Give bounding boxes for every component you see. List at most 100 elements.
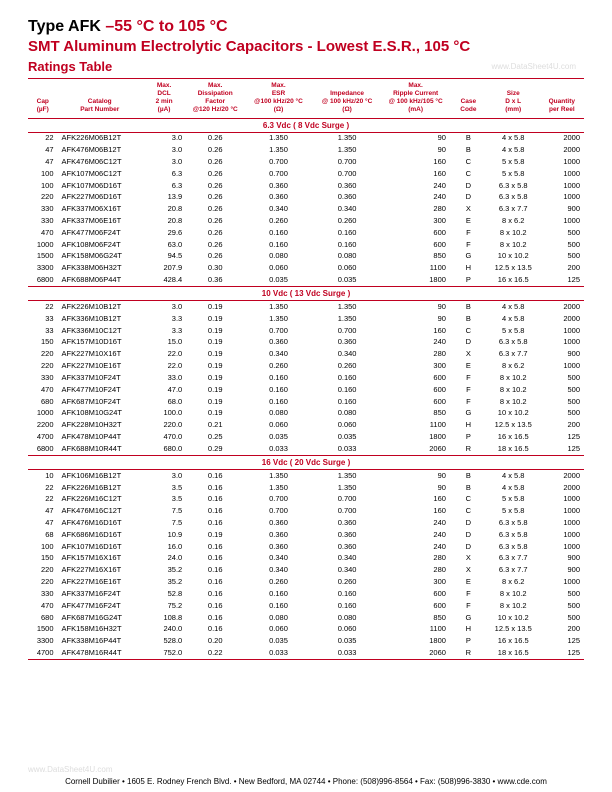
table-body: 6.3 Vdc ( 8 Vdc Surge )22AFK226M06B12T3.…: [28, 118, 584, 660]
cell: 13.9: [142, 192, 186, 204]
cell: 1000: [540, 168, 584, 180]
cell: 0.700: [244, 506, 313, 518]
table-row: 100AFK107M06D16T6.30.260.3600.360240D6.3…: [28, 180, 584, 192]
cell: 1000: [540, 192, 584, 204]
cell: P: [450, 274, 487, 286]
cell: 47: [28, 506, 58, 518]
table-row: 22AFK226M10B12T3.00.191.3501.35090B4 x 5…: [28, 301, 584, 313]
cell: 0.700: [244, 494, 313, 506]
header-row: Cap(µF) CatalogPart Number Max.DCL2 min(…: [28, 79, 584, 119]
cell: 3.0: [142, 145, 186, 157]
cell: 2060: [381, 443, 450, 455]
cell: 0.19: [186, 372, 244, 384]
cell: 0.260: [313, 215, 382, 227]
table-row: 100AFK107M06C12T6.30.260.7000.700160C5 x…: [28, 168, 584, 180]
cell: 8 x 6.2: [487, 577, 540, 589]
cell: 900: [540, 553, 584, 565]
cell: AFK226M06B12T: [58, 132, 142, 144]
cell: 0.16: [186, 541, 244, 553]
cell: 600: [381, 384, 450, 396]
cell: 6.3: [142, 180, 186, 192]
cell: 0.29: [186, 443, 244, 455]
cell: 8 x 10.2: [487, 600, 540, 612]
cell: 470: [28, 227, 58, 239]
cell: 0.700: [313, 494, 382, 506]
cell: 6.3 x 5.8: [487, 192, 540, 204]
hdr-df: Max.DissipationFactor@120 Hz/20 °C: [186, 79, 244, 119]
cell: 0.26: [186, 239, 244, 251]
cell: 200: [540, 624, 584, 636]
cell: 150: [28, 553, 58, 565]
cell: 100: [28, 541, 58, 553]
cell: 0.360: [313, 180, 382, 192]
cell: 47: [28, 156, 58, 168]
cell: 2000: [540, 470, 584, 482]
cell: 3.0: [142, 132, 186, 144]
cell: AFK227M10X16T: [58, 349, 142, 361]
cell: 280: [381, 565, 450, 577]
cell: 1000: [540, 156, 584, 168]
cell: 6.3 x 7.7: [487, 204, 540, 216]
cell: E: [450, 577, 487, 589]
cell: 0.080: [244, 251, 313, 263]
cell: AFK476M16C12T: [58, 506, 142, 518]
cell: 0.160: [244, 588, 313, 600]
table-row: 680AFK687M16G24T108.80.160.0800.080850G1…: [28, 612, 584, 624]
cell: AFK158M16H32T: [58, 624, 142, 636]
section-header: 16 Vdc ( 20 Vdc Surge ): [28, 456, 584, 470]
cell: AFK476M06C12T: [58, 156, 142, 168]
table-row: 150AFK157M16X16T24.00.160.3400.340280X6.…: [28, 553, 584, 565]
cell: 8 x 10.2: [487, 239, 540, 251]
cell: 0.30: [186, 263, 244, 275]
cell: 0.700: [313, 168, 382, 180]
cell: 0.035: [244, 274, 313, 286]
cell: 4 x 5.8: [487, 482, 540, 494]
cell: 1000: [540, 541, 584, 553]
hdr-dcl: Max.DCL2 min(µA): [142, 79, 186, 119]
cell: 6.3 x 5.8: [487, 180, 540, 192]
cell: 5 x 5.8: [487, 168, 540, 180]
table-row: 680AFK687M10F24T68.00.190.1600.160600F8 …: [28, 396, 584, 408]
cell: G: [450, 408, 487, 420]
cell: 0.080: [244, 612, 313, 624]
cell: 1000: [540, 215, 584, 227]
cell: 7.5: [142, 517, 186, 529]
cell: AFK226M10B12T: [58, 301, 142, 313]
cell: AFK226M16C12T: [58, 494, 142, 506]
cell: 240: [381, 529, 450, 541]
cell: 600: [381, 227, 450, 239]
cell: 0.035: [244, 431, 313, 443]
cell: 160: [381, 168, 450, 180]
cell: 500: [540, 408, 584, 420]
table-row: 22AFK226M16B12T3.50.161.3501.35090B4 x 5…: [28, 482, 584, 494]
cell: 300: [381, 577, 450, 589]
cell: 4 x 5.8: [487, 301, 540, 313]
cell: 90: [381, 145, 450, 157]
cell: 330: [28, 204, 58, 216]
cell: B: [450, 482, 487, 494]
section-label: 6.3 Vdc ( 8 Vdc Surge ): [28, 118, 584, 132]
cell: 0.160: [313, 396, 382, 408]
table-row: 33AFK336M10B12T3.30.191.3501.35090B4 x 5…: [28, 313, 584, 325]
cell: X: [450, 553, 487, 565]
cell: 500: [540, 396, 584, 408]
table-row: 3300AFK338M16P44T528.00.200.0350.0351800…: [28, 636, 584, 648]
cell: 0.26: [186, 215, 244, 227]
cell: 1.350: [244, 470, 313, 482]
cell: 240: [381, 541, 450, 553]
cell: AFK157M10D16T: [58, 337, 142, 349]
cell: F: [450, 372, 487, 384]
cell: 8 x 10.2: [487, 588, 540, 600]
cell: AFK688M10R44T: [58, 443, 142, 455]
cell: 3300: [28, 263, 58, 275]
cell: 52.8: [142, 588, 186, 600]
section-label: 10 Vdc ( 13 Vdc Surge ): [28, 287, 584, 301]
cell: 5 x 5.8: [487, 494, 540, 506]
cell: 0.16: [186, 553, 244, 565]
cell: 0.700: [244, 156, 313, 168]
cell: 100: [28, 180, 58, 192]
cell: R: [450, 647, 487, 659]
cell: 0.340: [313, 349, 382, 361]
cell: AFK687M10F24T: [58, 396, 142, 408]
cell: 0.16: [186, 565, 244, 577]
